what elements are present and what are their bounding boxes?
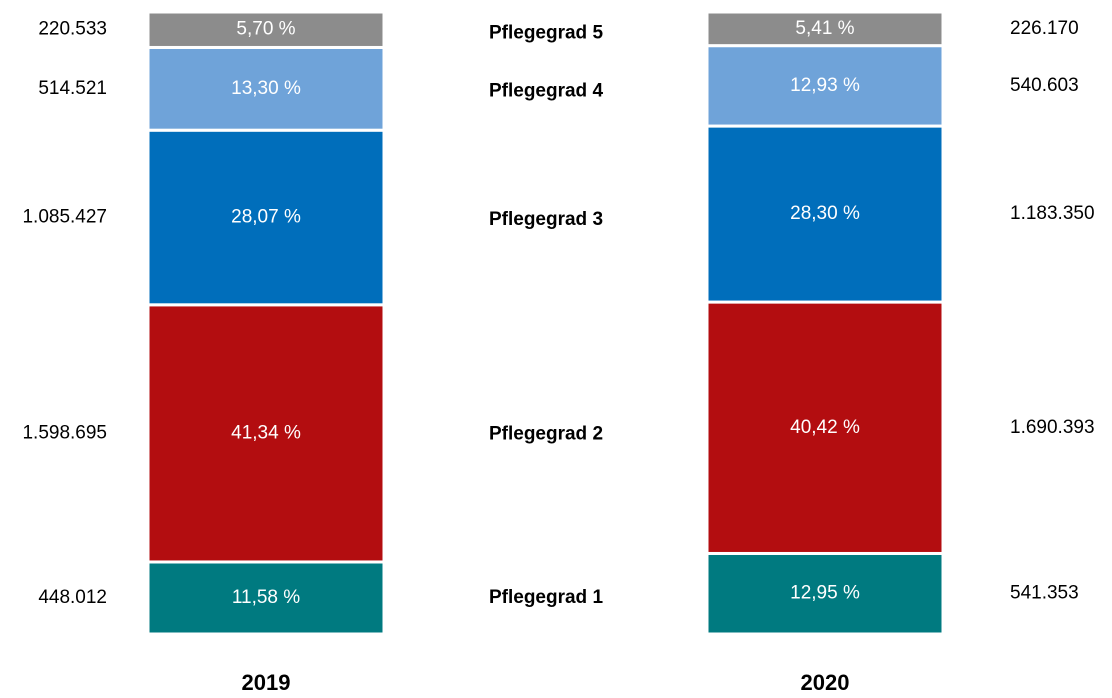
count-label: 1.183.350 bbox=[1010, 203, 1095, 224]
count-label: 226.170 bbox=[1010, 18, 1079, 39]
bar-segment bbox=[705, 44, 945, 128]
segment-label: 41,34 % bbox=[231, 422, 301, 443]
count-label: 1.085.427 bbox=[22, 207, 107, 228]
count-label: 220.533 bbox=[38, 19, 107, 40]
count-label: 514.521 bbox=[38, 78, 107, 99]
bar-segment bbox=[146, 45, 386, 132]
segment-label: 12,93 % bbox=[790, 75, 860, 96]
bar-segment bbox=[705, 551, 945, 636]
bar-segment bbox=[146, 10, 386, 49]
segment-label: 12,95 % bbox=[790, 583, 860, 604]
segment-label: 28,07 % bbox=[231, 207, 301, 228]
segment-label: 40,42 % bbox=[790, 417, 860, 438]
legend-label: Pflegegrad 4 bbox=[489, 80, 603, 101]
legend-label: Pflegegrad 5 bbox=[489, 22, 603, 43]
count-label: 541.353 bbox=[1010, 583, 1079, 604]
legend-label: Pflegegrad 1 bbox=[489, 587, 603, 608]
bar-segment bbox=[705, 300, 945, 555]
count-label: 1.598.695 bbox=[22, 422, 107, 443]
legend-label: Pflegegrad 3 bbox=[489, 209, 603, 230]
segment-label: 28,30 % bbox=[790, 203, 860, 224]
bar-segment bbox=[705, 10, 945, 48]
bar-segment bbox=[146, 303, 386, 564]
bar-segment bbox=[146, 560, 386, 636]
count-label: 1.690.393 bbox=[1010, 417, 1095, 438]
segment-label: 5,41 % bbox=[795, 18, 854, 39]
segment-label: 5,70 % bbox=[236, 19, 295, 40]
count-label: 540.603 bbox=[1010, 75, 1079, 96]
bar-segment bbox=[705, 124, 945, 304]
segment-label: 11,58 % bbox=[232, 587, 300, 608]
year-label: 2019 bbox=[242, 670, 291, 695]
count-label: 448.012 bbox=[38, 587, 107, 608]
segment-label: 13,30 % bbox=[231, 78, 301, 99]
year-label: 2020 bbox=[801, 670, 850, 695]
legend-label: Pflegegrad 2 bbox=[489, 424, 603, 445]
